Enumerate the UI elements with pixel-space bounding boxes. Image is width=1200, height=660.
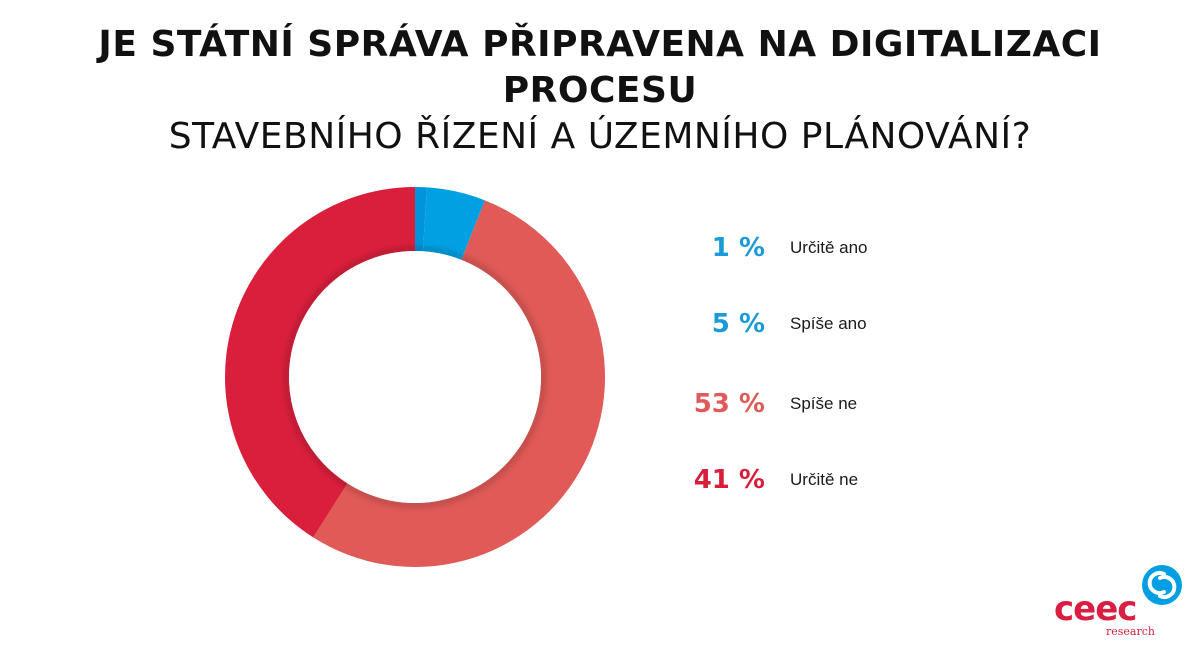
- donut-slice-určitě-ne: [224, 187, 415, 538]
- ceec-research-logo: ceec research: [1048, 565, 1183, 645]
- legend-label: Spíše ne: [790, 394, 858, 413]
- logo-subtext: research: [1106, 625, 1155, 638]
- donut-slice-spíše-ne: [313, 200, 605, 567]
- legend-label: Určitě ne: [790, 470, 859, 489]
- legend-pct: 41 %: [693, 465, 765, 495]
- donut-inner-shadow: [284, 246, 546, 508]
- legend-item-urcite-ne: 41 % Určitě ne: [690, 460, 1010, 500]
- legend-item-urcite-ano: 1 % Určitě ano: [690, 228, 1010, 268]
- legend-label: Určitě ano: [790, 238, 868, 257]
- donut-slice-určitě-ano: [415, 187, 427, 252]
- legend-pct: 5 %: [711, 309, 765, 339]
- logo-text: ceec: [1054, 589, 1137, 629]
- title-line-1: JE STÁTNÍ SPRÁVA PŘIPRAVENA NA DIGITALIZ…: [98, 24, 1102, 111]
- donut-slice-spíše-ano: [422, 187, 485, 260]
- legend-item-spise-ano: 5 % Spíše ano: [690, 304, 1010, 344]
- title-line-2: STAVEBNÍHO ŘÍZENÍ A ÚZEMNÍHO PLÁNOVÁNÍ?: [168, 116, 1032, 157]
- ceec-logo-mark-icon: [1142, 565, 1182, 605]
- legend-label: Spíše ano: [790, 314, 867, 333]
- legend-pct: 53 %: [693, 389, 765, 419]
- legend-item-spise-ne: 53 % Spíše ne: [690, 384, 1010, 424]
- legend-pct: 1 %: [711, 233, 765, 263]
- donut-hole: [289, 251, 541, 503]
- chart-title: JE STÁTNÍ SPRÁVA PŘIPRAVENA NA DIGITALIZ…: [0, 22, 1200, 160]
